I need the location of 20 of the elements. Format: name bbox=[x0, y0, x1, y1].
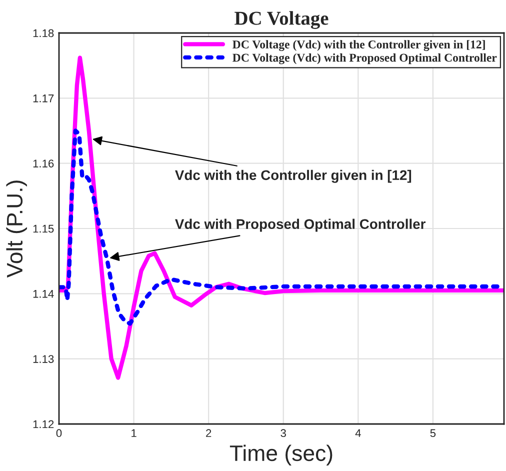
legend-label: DC Voltage (Vdc) with the Controller given in [12] bbox=[232, 40, 485, 51]
annotation: Vdc with the Controller given in [12] bbox=[175, 170, 412, 183]
y-tick-label: 1.13 bbox=[33, 355, 54, 363]
y-tick-label: 1.14 bbox=[33, 290, 54, 298]
x-tick-label: 3 bbox=[280, 429, 286, 438]
x-axis-title: Time (sec) bbox=[230, 444, 332, 466]
y-tick-label: 1.15 bbox=[33, 224, 54, 233]
y-tick-label: 1.17 bbox=[33, 94, 54, 102]
y-tick-label: 1.16 bbox=[33, 160, 54, 168]
x-tick-label: 1 bbox=[132, 429, 136, 437]
chart-title: DC Voltage bbox=[234, 11, 328, 29]
x-tick-label: 0 bbox=[56, 429, 62, 438]
y-tick-label: 1.12 bbox=[33, 420, 54, 428]
y-tick-label: 1.18 bbox=[33, 29, 54, 38]
x-tick-label: 5 bbox=[430, 429, 436, 438]
x-tick-label: 2 bbox=[206, 429, 212, 437]
y-axis-title: Volt (P.U.) bbox=[6, 180, 27, 278]
legend-label: DC Voltage (Vdc) with Proposed Optimal Controller bbox=[232, 53, 497, 64]
annotation: Vdc with Proposed Optimal Controller bbox=[175, 218, 426, 232]
x-tick-label: 4 bbox=[355, 429, 361, 437]
